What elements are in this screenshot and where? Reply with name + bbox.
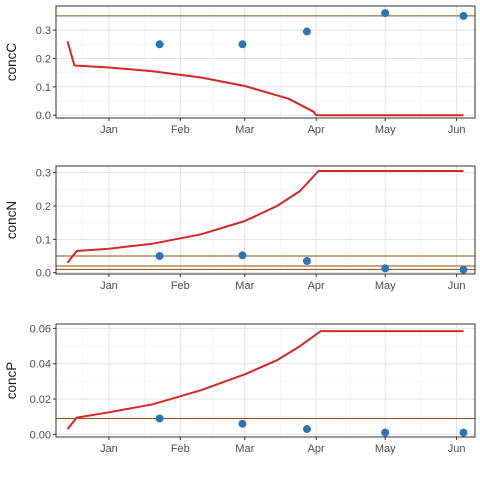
y-axis-title: concC (4, 43, 19, 82)
y-tick-label: 0.02 (30, 394, 51, 406)
series-line (66, 170, 464, 264)
data-point (155, 414, 164, 423)
y-tick-label: 0.0 (36, 110, 51, 122)
panel-border (55, 5, 476, 119)
panel-concN: 0.0 0.1 0.2 0.3 Jan Feb Mar Apr May Jun concN (4, 165, 476, 292)
data-point (238, 251, 247, 260)
x-tick-label: Jun (448, 443, 466, 455)
panel-concC: 0.0 0.1 0.2 0.3 Jan Feb Mar Apr May Jun concC (4, 5, 476, 136)
x-tick-label: Feb (171, 280, 190, 292)
series-line (66, 330, 464, 430)
panel-background (56, 324, 475, 437)
series-line (66, 41, 464, 117)
y-tick-label: 0.2 (36, 201, 51, 213)
x-tick-label: May (375, 124, 396, 136)
panel-border (55, 323, 476, 438)
y-tick-label: 0.3 (36, 25, 51, 37)
data-point (459, 265, 468, 274)
x-tick-label: Apr (308, 443, 325, 455)
x-tick-label: Mar (235, 443, 254, 455)
y-axis-title: concP (4, 362, 19, 400)
panel-background (56, 166, 475, 274)
x-tick-label: Apr (308, 124, 325, 136)
x-tick-label: May (375, 443, 396, 455)
x-tick-label: Jun (448, 280, 466, 292)
x-tick-label: Apr (308, 280, 325, 292)
x-tick-label: Jun (448, 124, 466, 136)
data-point (238, 419, 247, 428)
y-tick-label: 0.1 (36, 82, 51, 94)
panel-border (55, 165, 476, 275)
data-point (459, 428, 468, 437)
x-tick-label: Jan (100, 124, 118, 136)
y-tick-label: 0.04 (30, 359, 51, 371)
data-point (302, 257, 311, 265)
x-tick-label: Jan (100, 280, 118, 292)
data-point (381, 264, 390, 273)
x-tick-label: Feb (171, 124, 190, 136)
data-point (459, 11, 468, 20)
x-tick-label: May (375, 280, 396, 292)
panel-concP: 0.00 0.02 0.04 0.06 Jan Feb Mar Apr May Jun concP (4, 323, 476, 455)
data-point (238, 40, 247, 49)
panel-background (56, 6, 475, 118)
data-point (381, 9, 390, 18)
data-point (302, 425, 311, 434)
y-tick-label: 0.1 (36, 234, 51, 246)
x-tick-label: Jan (100, 443, 118, 455)
data-point (155, 40, 164, 49)
data-point (381, 428, 390, 437)
y-tick-label: 0.3 (36, 168, 51, 180)
data-point (302, 27, 311, 36)
x-tick-label: Feb (171, 443, 190, 455)
data-point (155, 252, 164, 260)
y-tick-label: 0.06 (30, 323, 51, 335)
y-axis-title: concN (4, 201, 19, 239)
y-tick-label: 0.0 (36, 268, 51, 280)
x-tick-label: Mar (235, 124, 254, 136)
y-tick-label: 0.2 (36, 53, 51, 65)
x-tick-label: Mar (235, 280, 254, 292)
y-tick-label: 0.00 (30, 429, 51, 441)
